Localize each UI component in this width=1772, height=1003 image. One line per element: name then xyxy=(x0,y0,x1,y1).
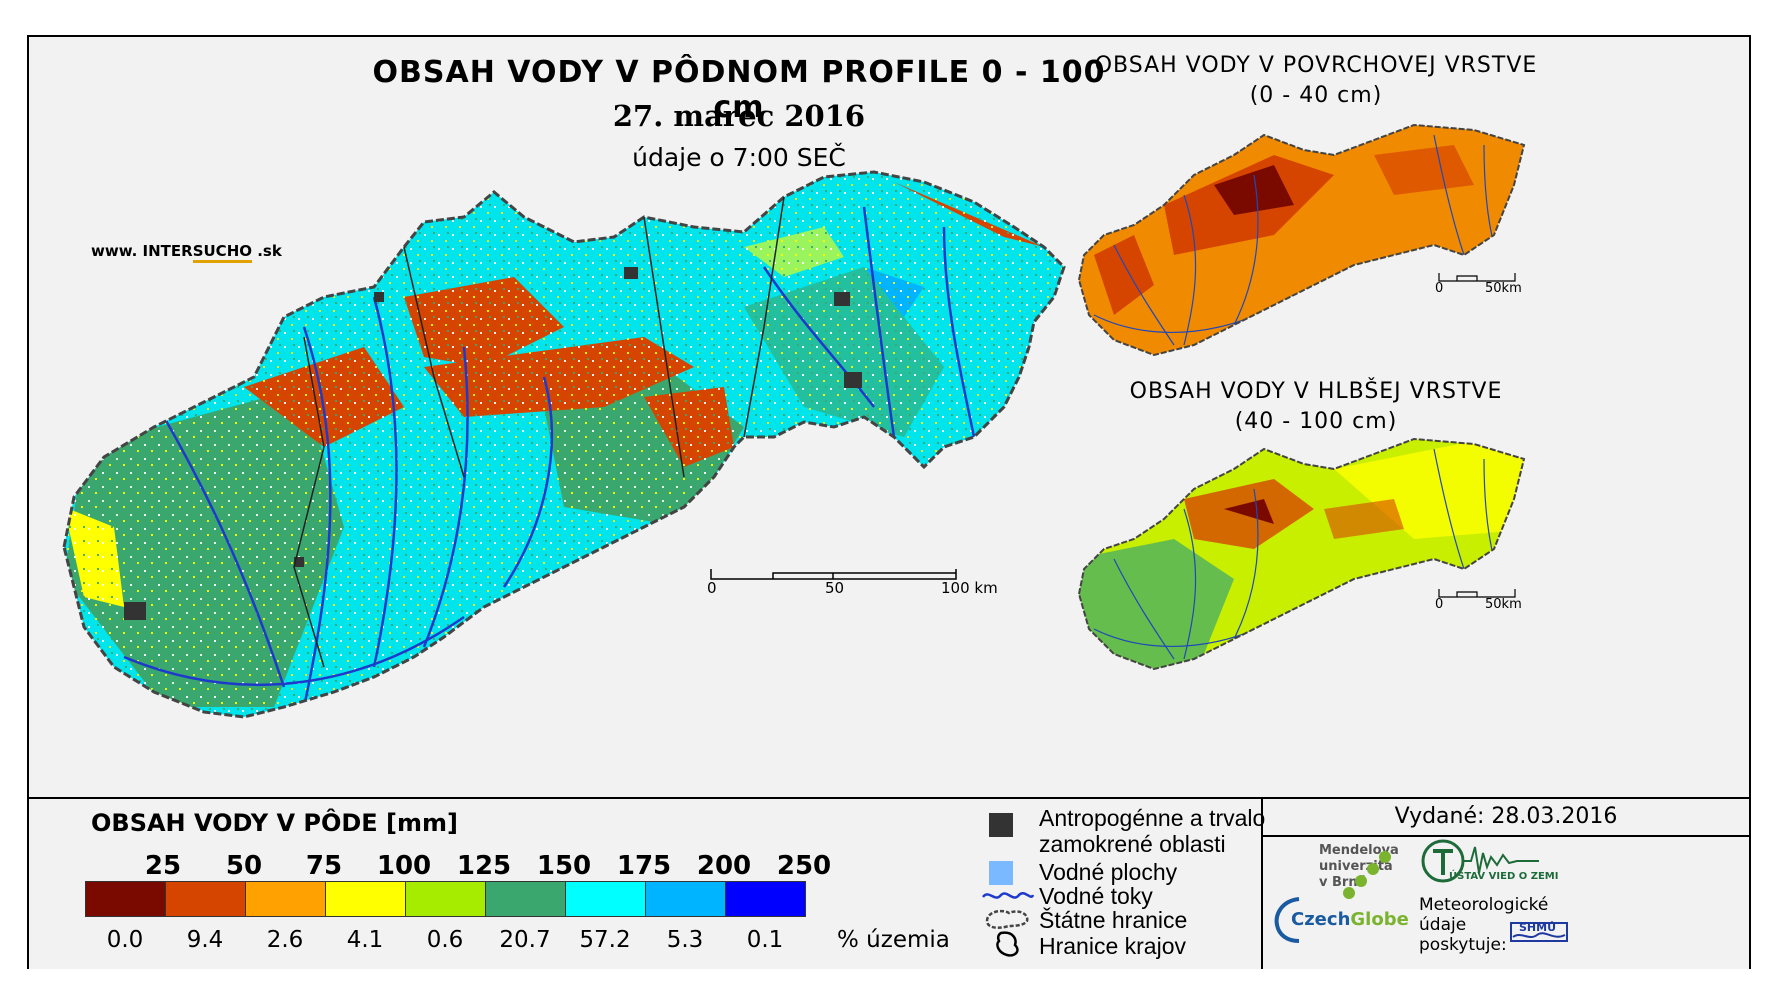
deep-scale-bar xyxy=(1438,589,1516,598)
anthropogenic-icon xyxy=(989,813,1013,837)
streams-label: Vodné toky xyxy=(1039,883,1153,909)
main-title: OBSAH VODY V PÔDNOM PROFILE 0 - 100 cm xyxy=(372,55,1106,125)
czechglobe-logo[interactable]: CzechGlobe xyxy=(1291,909,1409,930)
shmu-logo-text[interactable]: SHMÚ xyxy=(1519,921,1557,934)
shmu-logo-icon xyxy=(1510,922,1568,942)
anthropogenic-label: Antropogénne a trvalo zamokrené oblasti xyxy=(1039,805,1265,857)
mendel-line1: Mendelova xyxy=(1319,843,1399,858)
class-swatch-yellow xyxy=(325,881,406,917)
uvz-logo-icon xyxy=(1421,839,1539,883)
class-swatch-red xyxy=(165,881,246,917)
class-percent: 9.4 xyxy=(186,927,224,953)
surface-title-line2: (0 - 40 cm) xyxy=(1249,83,1383,108)
percent-unit: % územia xyxy=(837,927,950,953)
water-body-icon xyxy=(989,861,1013,885)
state-border-icon xyxy=(985,909,1029,929)
surface-title: OBSAH VODY V POVRCHOVEJ VRSTVE (0 - 40 c… xyxy=(1051,51,1581,111)
surface-title-line1: OBSAH VODY V POVRCHOVEJ VRSTVE xyxy=(1094,53,1538,78)
class-bound: 100 xyxy=(376,851,432,881)
meteo-line3: poskytuje: xyxy=(1419,935,1507,955)
website-label[interactable]: www. INTERSUCHO .sk xyxy=(91,242,282,263)
class-bound: 250 xyxy=(776,851,832,881)
class-percent: 5.3 xyxy=(666,927,704,953)
main-scale-bar xyxy=(710,569,957,580)
region-border-label: Hranice krajov xyxy=(1039,933,1186,959)
class-bound: 75 xyxy=(305,851,343,881)
czechglobe-globe: Globe xyxy=(1350,909,1409,930)
legend-divider xyxy=(1261,799,1263,969)
deep-scale-50: 50km xyxy=(1485,597,1522,612)
deep-title-line1: OBSAH VODY V HLBŠEJ VRSTVE xyxy=(1129,379,1503,404)
meteo-line2: údaje xyxy=(1419,915,1467,935)
surface-scale-0: 0 xyxy=(1435,281,1444,296)
meteo-line1: Meteorologické xyxy=(1419,895,1549,915)
mendel-line3: v Brně xyxy=(1319,875,1367,890)
deep-moisture-map xyxy=(1077,437,1526,671)
map-area: OBSAH VODY V PÔDNOM PROFILE 0 - 100 cm 2… xyxy=(29,37,1749,797)
anthropogenic-line1: Antropogénne a trvalo xyxy=(1039,805,1266,831)
class-percent: 4.1 xyxy=(346,927,384,953)
water-bodies-label: Vodné plochy xyxy=(1039,859,1178,885)
class-bound: 25 xyxy=(144,851,182,881)
class-percent: 2.6 xyxy=(266,927,304,953)
scale-50: 50 xyxy=(825,579,845,597)
class-bound: 125 xyxy=(456,851,512,881)
class-percent: 20.7 xyxy=(499,927,551,953)
legend-panel: OBSAH VODY V PÔDE [mm] 25 50 75 100 125 … xyxy=(29,797,1749,969)
state-border-label: Štátne hranice xyxy=(1039,907,1188,933)
meteo-provider-text: Meteorologické údaje poskytuje: xyxy=(1419,895,1548,955)
mendel-dots-icon xyxy=(1343,851,1391,899)
class-swatch-green xyxy=(485,881,566,917)
class-percent: 0.0 xyxy=(106,927,144,953)
stream-icon xyxy=(982,892,1035,899)
class-bound: 50 xyxy=(225,851,263,881)
time-subtitle: údaje o 7:00 SEČ xyxy=(632,143,846,172)
class-swatch-dark-red xyxy=(85,881,166,917)
czechglobe-czech: Czech xyxy=(1291,909,1351,930)
issued-date: Vydané: 28.03.2016 xyxy=(1263,799,1749,837)
website-suffix: .sk xyxy=(252,242,282,260)
mendel-logo-text[interactable]: Mendelova univerzita v Brně xyxy=(1319,843,1399,891)
czechglobe-arc-icon xyxy=(1274,897,1300,943)
legend-title: OBSAH VODY V PÔDE [mm] xyxy=(91,809,459,837)
class-swatch-orange xyxy=(245,881,326,917)
scale-0: 0 xyxy=(707,579,717,597)
website-prefix: www. INTER xyxy=(91,242,193,260)
surface-moisture-map xyxy=(1077,123,1526,357)
anthropogenic-line2: zamokrené oblasti xyxy=(1039,831,1226,857)
class-bound: 200 xyxy=(696,851,752,881)
class-swatch-light-blue xyxy=(645,881,726,917)
deep-title-line2: (40 - 100 cm) xyxy=(1234,409,1398,434)
date-title: 27. marec 2016 xyxy=(612,99,866,133)
surface-scale-50: 50km xyxy=(1485,281,1522,296)
class-percent: 0.1 xyxy=(746,927,784,953)
class-swatch-cyan xyxy=(565,881,646,917)
region-border-icon xyxy=(996,931,1019,957)
class-bound: 175 xyxy=(616,851,672,881)
deep-scale-0: 0 xyxy=(1435,597,1444,612)
class-bound: 150 xyxy=(536,851,592,881)
class-percent: 57.2 xyxy=(579,927,631,953)
class-swatch-blue xyxy=(725,881,806,917)
main-moisture-map xyxy=(62,170,1066,719)
uvz-logo-text[interactable]: ÚSTAV VIED O ZEMI xyxy=(1449,871,1559,882)
surface-scale-bar xyxy=(1438,273,1516,282)
scale-100: 100 km xyxy=(941,579,998,597)
class-swatch-lime xyxy=(405,881,486,917)
deep-title: OBSAH VODY V HLBŠEJ VRSTVE (40 - 100 cm) xyxy=(1051,377,1581,437)
map-frame: OBSAH VODY V PÔDNOM PROFILE 0 - 100 cm 2… xyxy=(27,35,1751,969)
website-brand: SUCHO xyxy=(192,242,252,263)
class-percent: 0.6 xyxy=(426,927,464,953)
